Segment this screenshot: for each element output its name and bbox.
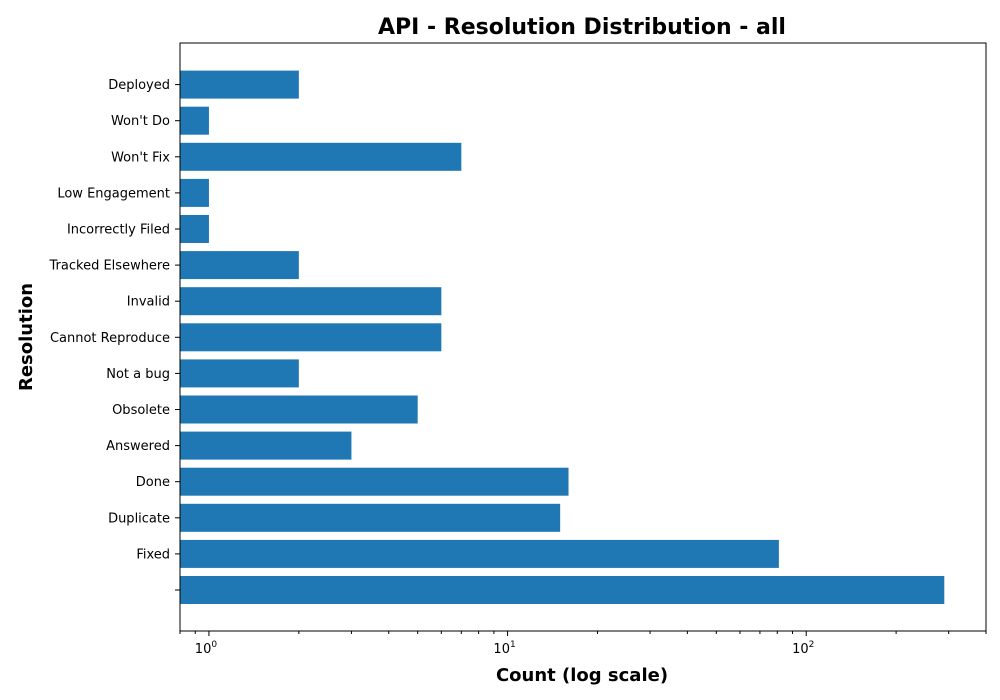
plot-frame [179,42,987,632]
bar [180,395,418,424]
bars-group [180,70,945,604]
y-axis-label: Resolution [16,283,37,391]
y-tick-label: Fixed [136,547,170,562]
bar [180,503,561,532]
y-tick-label: Won't Fix [111,150,170,165]
y-tick-label: Invalid [127,295,170,310]
bar [180,215,209,243]
bar [180,576,945,604]
bar [180,251,299,280]
x-tick-label: 102 [792,640,814,657]
bar [180,70,299,99]
bar [180,359,299,388]
y-tick-label: Not a bug [106,367,170,382]
y-tick-label: Duplicate [108,511,170,526]
bar [180,142,462,171]
bar [180,106,209,135]
bar [180,467,569,496]
x-ticks-group: 100 101 102 [179,631,987,657]
bar [180,287,442,316]
y-ticks-group: Fixed Duplicate Done Answered Obsolete Not a … [49,78,180,591]
y-tick-label: Done [136,475,170,490]
bar [180,323,442,352]
bar [180,431,352,460]
y-tick-label: Cannot Reproduce [50,331,170,346]
x-axis-label: Count (log scale) [496,665,668,686]
bar [180,539,779,568]
x-tick-label: 101 [493,640,515,657]
bar [180,178,209,207]
y-tick-label: Deployed [108,78,170,93]
y-tick-label: Won't Do [111,114,170,129]
y-tick-label: Incorrectly Filed [67,223,170,238]
chart-title: API - Resolution Distribution - all [378,15,786,40]
y-tick-label: Low Engagement [57,186,170,201]
y-tick-label: Answered [106,439,170,454]
y-tick-label: Tracked Elsewhere [49,259,170,274]
x-tick-label: 100 [195,640,218,657]
y-tick-label: Obsolete [112,403,170,418]
